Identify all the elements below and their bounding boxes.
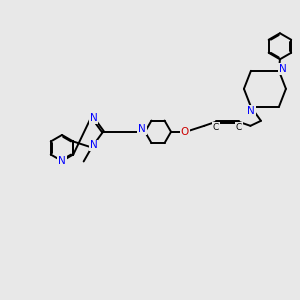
Text: N: N <box>90 113 98 123</box>
Text: N: N <box>58 156 66 166</box>
Text: C: C <box>236 123 242 132</box>
Text: N: N <box>247 106 255 116</box>
Text: N: N <box>279 64 287 74</box>
Text: N: N <box>90 140 98 151</box>
Text: O: O <box>181 127 189 137</box>
Text: C: C <box>213 123 219 132</box>
Text: N: N <box>138 124 146 134</box>
